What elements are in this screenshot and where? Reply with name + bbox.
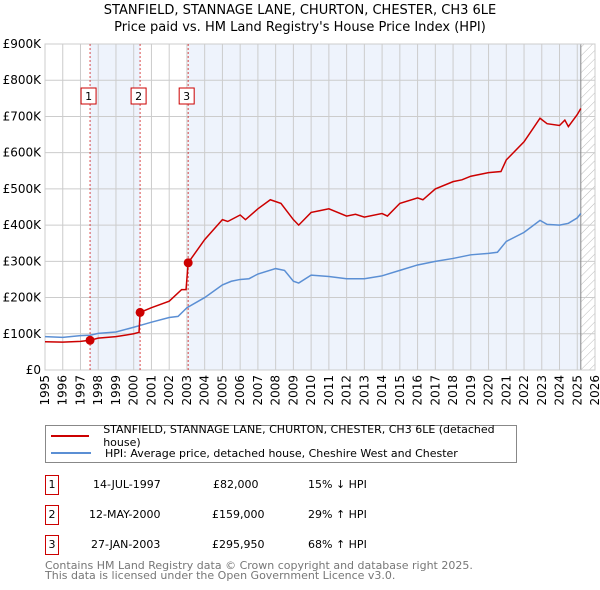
sale-hpi-diff: 15% ↓ HPI (308, 478, 367, 491)
title-line: STANFIELD, STANNAGE LANE, CHURTON, CHEST… (103, 3, 497, 18)
legend: STANFIELD, STANNAGE LANE, CHURTON, CHEST… (45, 423, 517, 463)
x-tick-label: 1995 (38, 375, 52, 406)
y-tick-label: £0 (26, 363, 41, 377)
y-tick-label: £700K (3, 109, 43, 123)
y-tick-label: £800K (3, 73, 43, 87)
sale-number: 1 (45, 475, 59, 495)
sale-label-box (80, 87, 97, 105)
x-tick-label: 1998 (91, 375, 105, 406)
x-tick-label: 2016 (411, 375, 425, 406)
legend-swatch-blue (51, 452, 91, 454)
legend-label: HPI: Average price, detached house, Ches… (105, 446, 458, 460)
sale-point (85, 335, 95, 345)
legend-item-hpi: HPI: Average price, detached house, Ches… (46, 445, 458, 461)
x-tick-label: 1997 (73, 375, 87, 406)
legend-swatch-red (51, 435, 90, 437)
x-tick-label: 2020 (482, 375, 496, 406)
x-tick-label: 2017 (428, 375, 442, 406)
x-tick-label: 2001 (144, 375, 158, 406)
x-tick-label: 2000 (127, 375, 141, 406)
x-tick-label: 2004 (198, 375, 212, 406)
price-chart: £0 £100K £200K £300K £400K £500K £600K £700K £80… (3, 37, 600, 406)
sale-price: £295,950 (212, 538, 265, 551)
x-tick-label: 2009 (286, 375, 300, 406)
x-tick-label: 2006 (233, 375, 247, 406)
x-tick-label: 2007 (251, 375, 265, 406)
sale-point (183, 258, 193, 268)
x-tick-label: 2002 (162, 375, 176, 406)
x-tick-label: 2019 (464, 375, 478, 406)
future-hatch (580, 44, 595, 370)
x-tick-label: 2008 (269, 375, 283, 406)
x-tick-label: 2026 (588, 375, 600, 406)
y-tick-label: £600K (3, 146, 43, 160)
sale-label: 2 (135, 90, 142, 103)
sale-label: 3 (183, 90, 190, 103)
sale-number: 2 (45, 505, 59, 525)
plot-border (44, 43, 596, 371)
footer-line: This data is licensed under the Open Gov… (45, 569, 396, 582)
x-tick-label: 2011 (322, 375, 336, 406)
sale-label-box (178, 87, 195, 105)
x-tick-label: 2018 (446, 375, 460, 406)
x-tick-label: 2014 (375, 375, 389, 406)
sale-hpi-diff: 29% ↑ HPI (308, 508, 367, 521)
sale-price: £82,000 (213, 478, 259, 491)
x-tick-label: 2021 (499, 375, 513, 406)
y-tick-label: £100K (3, 327, 43, 341)
x-tick-label: 2015 (393, 375, 407, 406)
footer: Contains HM Land Registry data © Crown c… (45, 559, 473, 582)
x-tick-label: 2025 (570, 375, 584, 406)
sale-date: 14-JUL-1997 (93, 478, 161, 491)
x-tick-label: 1996 (56, 375, 70, 406)
legend-item-property: STANFIELD, STANNAGE LANE, CHURTON, CHEST… (46, 423, 516, 449)
sale-date: 12-MAY-2000 (89, 508, 161, 521)
x-tick-label: 2005 (215, 375, 229, 406)
x-tick-label: 2013 (357, 375, 371, 406)
subtitle-line: Price paid vs. HM Land Registry's House … (114, 20, 486, 35)
footer-line: Contains HM Land Registry data © Crown c… (45, 559, 473, 572)
x-tick-label: 2022 (517, 375, 531, 406)
sale-label: 1 (85, 90, 92, 103)
sale-label-box (130, 87, 147, 105)
shaded-period (188, 44, 581, 370)
y-tick-label: £200K (3, 291, 43, 305)
sale-number: 3 (45, 535, 59, 555)
y-tick-label: £900K (3, 37, 43, 51)
chart-title: STANFIELD, STANNAGE LANE, CHURTON, CHEST… (0, 2, 600, 36)
y-tick-label: £400K (3, 218, 43, 232)
sale-date: 27-JAN-2003 (91, 538, 161, 551)
x-tick-label: 2010 (304, 375, 318, 406)
x-tick-label: 2024 (553, 375, 567, 406)
x-tick-label: 2023 (535, 375, 549, 406)
sale-hpi-diff: 68% ↑ HPI (308, 538, 367, 551)
x-tick-label: 2003 (180, 375, 194, 406)
legend-label: STANFIELD, STANNAGE LANE, CHURTON, CHEST… (103, 423, 495, 449)
y-tick-label: £500K (3, 182, 43, 196)
sale-point (135, 307, 145, 317)
y-tick-label: £300K (3, 254, 43, 268)
x-tick-label: 2012 (340, 375, 354, 406)
x-tick-label: 1999 (109, 375, 123, 406)
sale-price: £159,000 (212, 508, 265, 521)
